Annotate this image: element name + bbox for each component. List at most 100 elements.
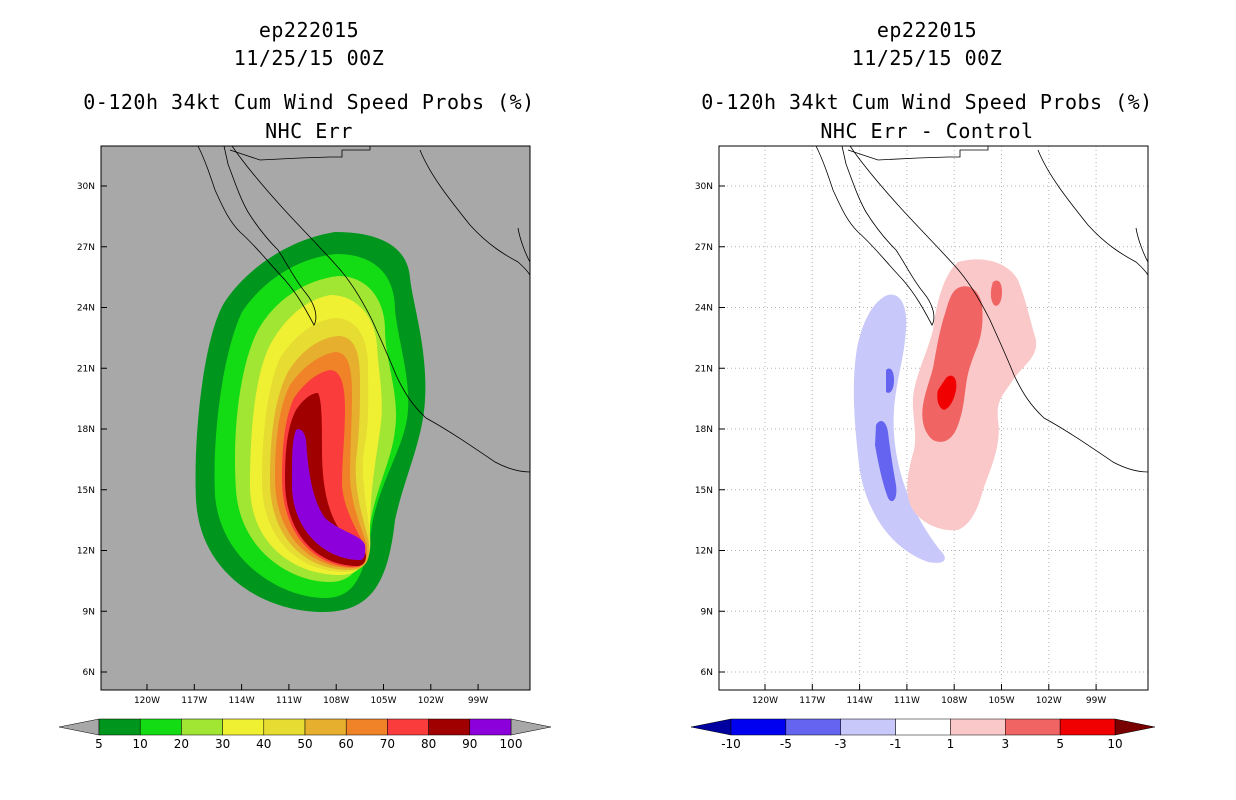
lat-tick-label: 12N [77,547,95,557]
right-coastlines [815,145,1149,473]
diff-contour-neg3b [886,368,894,393]
lat-tick-label: 9N [701,607,713,617]
product-subtitle: NHC Err [265,119,353,143]
lon-tick-label: 117W [799,696,825,706]
colorbar-label: -5 [780,737,792,751]
lat-tick-label: 30N [77,182,95,192]
lat-tick-label: 21N [695,364,713,374]
colorbar-left-arrow [690,718,732,736]
colorbar-swatch [895,718,951,736]
product-subtitle: NHC Err - Control [820,119,1034,143]
diff-contour-neg1 [853,294,945,563]
lat-tick-label: 6N [83,668,95,678]
colorbar-label: 5 [1056,737,1064,751]
east-coast-segment [517,227,531,263]
colorbar-swatch [345,718,388,736]
colorbar-swatch [840,718,896,736]
lon-tick-label: 120W [752,696,778,706]
east-coastline [1037,149,1149,276]
right-latitude-axis: 30N 27N 24N 21N 18N 15N 12N 9N 6N [695,182,725,678]
left-coastlines [197,145,531,473]
colorbar-label: 10 [1107,737,1122,751]
colorbar-label: 100 [500,737,523,751]
colorbar-swatch [98,718,141,736]
us-border [847,146,989,161]
right-longitude-axis: 120W 117W 114W 111W 108W 105W 102W 99W [752,684,1106,706]
east-coastline [419,149,531,276]
colorbar-swatch [1059,718,1116,736]
right-colorbar: -10 -5 -3 -1 1 3 5 10 [690,718,1156,751]
left-map-figure: 30N 27N 24N 21N 18N 15N 12N 9N 6N 120W 117W 114W 11… [58,145,552,751]
baja-california-coastline [197,145,317,326]
left-panel: ep222015 11/25/15 00Z 0-120h 34kt Cum Wi… [58,18,552,751]
lat-tick-label: 12N [695,547,713,557]
product-title: 0-120h 34kt Cum Wind Speed Probs (%) [701,90,1153,114]
colorbar-swatch [222,718,265,736]
lat-tick-label: 27N [77,243,95,253]
lon-tick-label: 102W [1036,696,1062,706]
left-map-frame [100,145,531,691]
colorbar-label: 20 [174,737,189,751]
lon-tick-label: 111W [276,696,302,706]
colorbar-swatch [263,718,306,736]
colorbar-label: 40 [256,737,271,751]
colorbar-swatch [387,718,429,736]
lat-tick-label: 24N [77,304,95,314]
lon-tick-label: 114W [847,696,873,706]
lat-tick-label: 27N [695,243,713,253]
colorbar-swatch [1005,718,1061,736]
lat-tick-label: 6N [701,668,713,678]
valid-datetime: 11/25/15 00Z [233,46,385,70]
left-colorbar: 5 10 20 30 40 50 60 70 80 90 100 [58,718,552,751]
right-map-frame [718,145,1149,691]
lon-tick-label: 105W [370,696,396,706]
lat-tick-label: 24N [695,304,713,314]
colorbar-label: 60 [339,737,354,751]
colorbar-right-arrow [1114,718,1156,736]
us-border [229,146,371,161]
lon-tick-label: 105W [988,696,1014,706]
colorbar-label: -3 [835,737,847,751]
colorbar-swatch [730,718,787,736]
lon-tick-label: 99W [468,696,488,706]
colorbar-label: 1 [947,737,955,751]
valid-datetime: 11/25/15 00Z [851,46,1003,70]
storm-id: ep222015 [876,18,978,42]
lat-tick-label: 18N [695,425,713,435]
left-probability-contours [195,232,426,612]
colorbar-swatch [428,718,471,736]
lon-tick-label: 120W [134,696,160,706]
baja-california-coastline [815,145,935,326]
lat-tick-label: 18N [77,425,95,435]
lat-tick-label: 9N [83,607,95,617]
left-latitude-axis: 30N 27N 24N 21N 18N 15N 12N 9N 6N [77,182,107,678]
colorbar-label: -10 [721,737,741,751]
colorbar-label: 5 [95,737,103,751]
diff-contour-pos3 [922,286,983,442]
lon-tick-label: 108W [941,696,967,706]
diff-contour-pos3b [990,280,1002,306]
colorbar-right-arrow [510,718,552,736]
diff-contour-pos5 [937,375,957,410]
lon-tick-label: 117W [181,696,207,706]
colorbar-left-arrow [58,718,100,736]
colorbar-swatch [785,718,841,736]
diff-contour-pos1 [907,259,1037,531]
lon-tick-label: 111W [894,696,920,706]
colorbar-label: -1 [890,737,902,751]
colorbar-label: 50 [297,737,312,751]
left-longitude-axis: 120W 117W 114W 111W 108W 105W 102W 99W [134,684,488,706]
lon-tick-label: 99W [1086,696,1106,706]
mainland-mexico-coastline [231,145,531,473]
colorbar-label: 70 [380,737,395,751]
diff-contour-neg3a [875,420,897,502]
lat-tick-label: 15N [695,486,713,496]
mainland-mexico-coastline [849,145,1149,473]
colorbar-label: 3 [1001,737,1009,751]
colorbar-label: 90 [462,737,477,751]
colorbar-label: 30 [215,737,230,751]
colorbar-label: 10 [133,737,148,751]
lon-tick-label: 108W [323,696,349,706]
colorbar-swatch [139,718,182,736]
